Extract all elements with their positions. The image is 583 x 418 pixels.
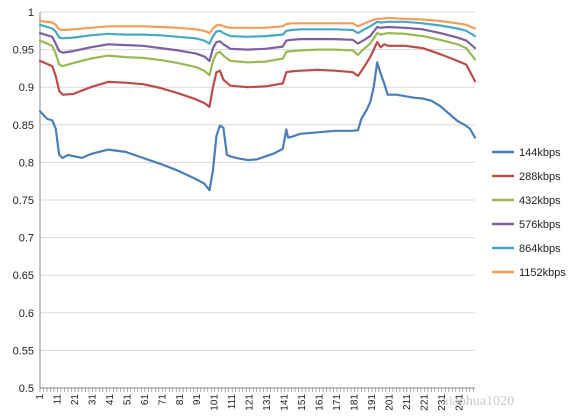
x-tick-label: 71 <box>157 394 168 406</box>
x-tick-label: 101 <box>210 394 221 411</box>
x-tick-label: 11 <box>52 394 63 405</box>
y-tick-label: 0.75 <box>13 195 34 207</box>
x-tick-label: 81 <box>175 394 186 406</box>
series-line-864kbps <box>38 20 477 45</box>
x-tick-label: 1 <box>35 394 46 400</box>
legend: 144kbps 288kbps 432kbps 576kbps 864kbps 1152k… <box>492 147 566 279</box>
y-tick-label: 0.5 <box>19 383 34 395</box>
y-tick-label: 0.9 <box>19 82 34 94</box>
x-tick-label: 121 <box>245 394 256 411</box>
legend-label: 1152kbps <box>519 267 566 279</box>
axes <box>39 12 475 392</box>
x-tick-label: 41 <box>105 394 116 406</box>
y-tick-label: 0.7 <box>19 233 34 245</box>
legend-label: 576kbps <box>519 219 561 231</box>
x-tick-label: 51 <box>122 394 133 406</box>
series-lines <box>38 16 477 192</box>
x-tick-label: 131 <box>262 394 273 411</box>
legend-label: 864kbps <box>519 243 561 255</box>
y-tick-label: 0.8 <box>19 157 34 169</box>
y-tick-label: 0.85 <box>13 120 34 132</box>
series-line-1152kbps <box>38 16 477 35</box>
x-tick-label: 161 <box>315 394 326 411</box>
series-line-432kbps <box>38 32 477 77</box>
x-tick-label: 231 <box>437 394 448 411</box>
x-tick-label: 111 <box>227 394 238 410</box>
legend-label: 144kbps <box>519 147 561 159</box>
x-tick-label: 221 <box>419 394 430 411</box>
x-tick-label: 191 <box>367 394 378 411</box>
y-tick-label: 0.6 <box>19 308 34 320</box>
x-tick-label: 151 <box>297 394 308 411</box>
y-axis-ticks: 0.5 0.55 0.6 0.65 0.7 0.75 0.8 0.85 0.9 0.95 1 <box>13 7 34 395</box>
y-tick-label: 0.55 <box>13 345 34 357</box>
x-axis-ticks: 1 11 21 31 41 51 61 71 81 91 101 111 121 131 141 151 161… <box>35 394 465 411</box>
x-tick-label: 21 <box>70 394 81 406</box>
x-tick-label: 31 <box>87 394 98 406</box>
x-tick-label: 91 <box>192 394 203 406</box>
x-tick-label: 181 <box>349 394 360 411</box>
y-tick-label: 0.95 <box>13 45 34 57</box>
x-tick-label: 211 <box>402 394 413 410</box>
series-line-144kbps <box>38 61 477 192</box>
y-tick-label: 0.65 <box>13 270 34 282</box>
x-tick-label: 141 <box>280 394 291 411</box>
legend-label: 432kbps <box>519 195 561 207</box>
x-tick-label: 241 <box>454 394 465 411</box>
legend-label: 288kbps <box>519 171 561 183</box>
watermark-text: xiaohua1020 <box>442 394 514 409</box>
series-line-288kbps <box>38 41 477 108</box>
x-tick-label: 61 <box>140 394 151 406</box>
series-line-576kbps <box>38 25 477 62</box>
x-tick-label: 171 <box>332 394 343 411</box>
y-tick-label: 1 <box>28 7 34 19</box>
x-tick-label: 201 <box>384 394 395 411</box>
